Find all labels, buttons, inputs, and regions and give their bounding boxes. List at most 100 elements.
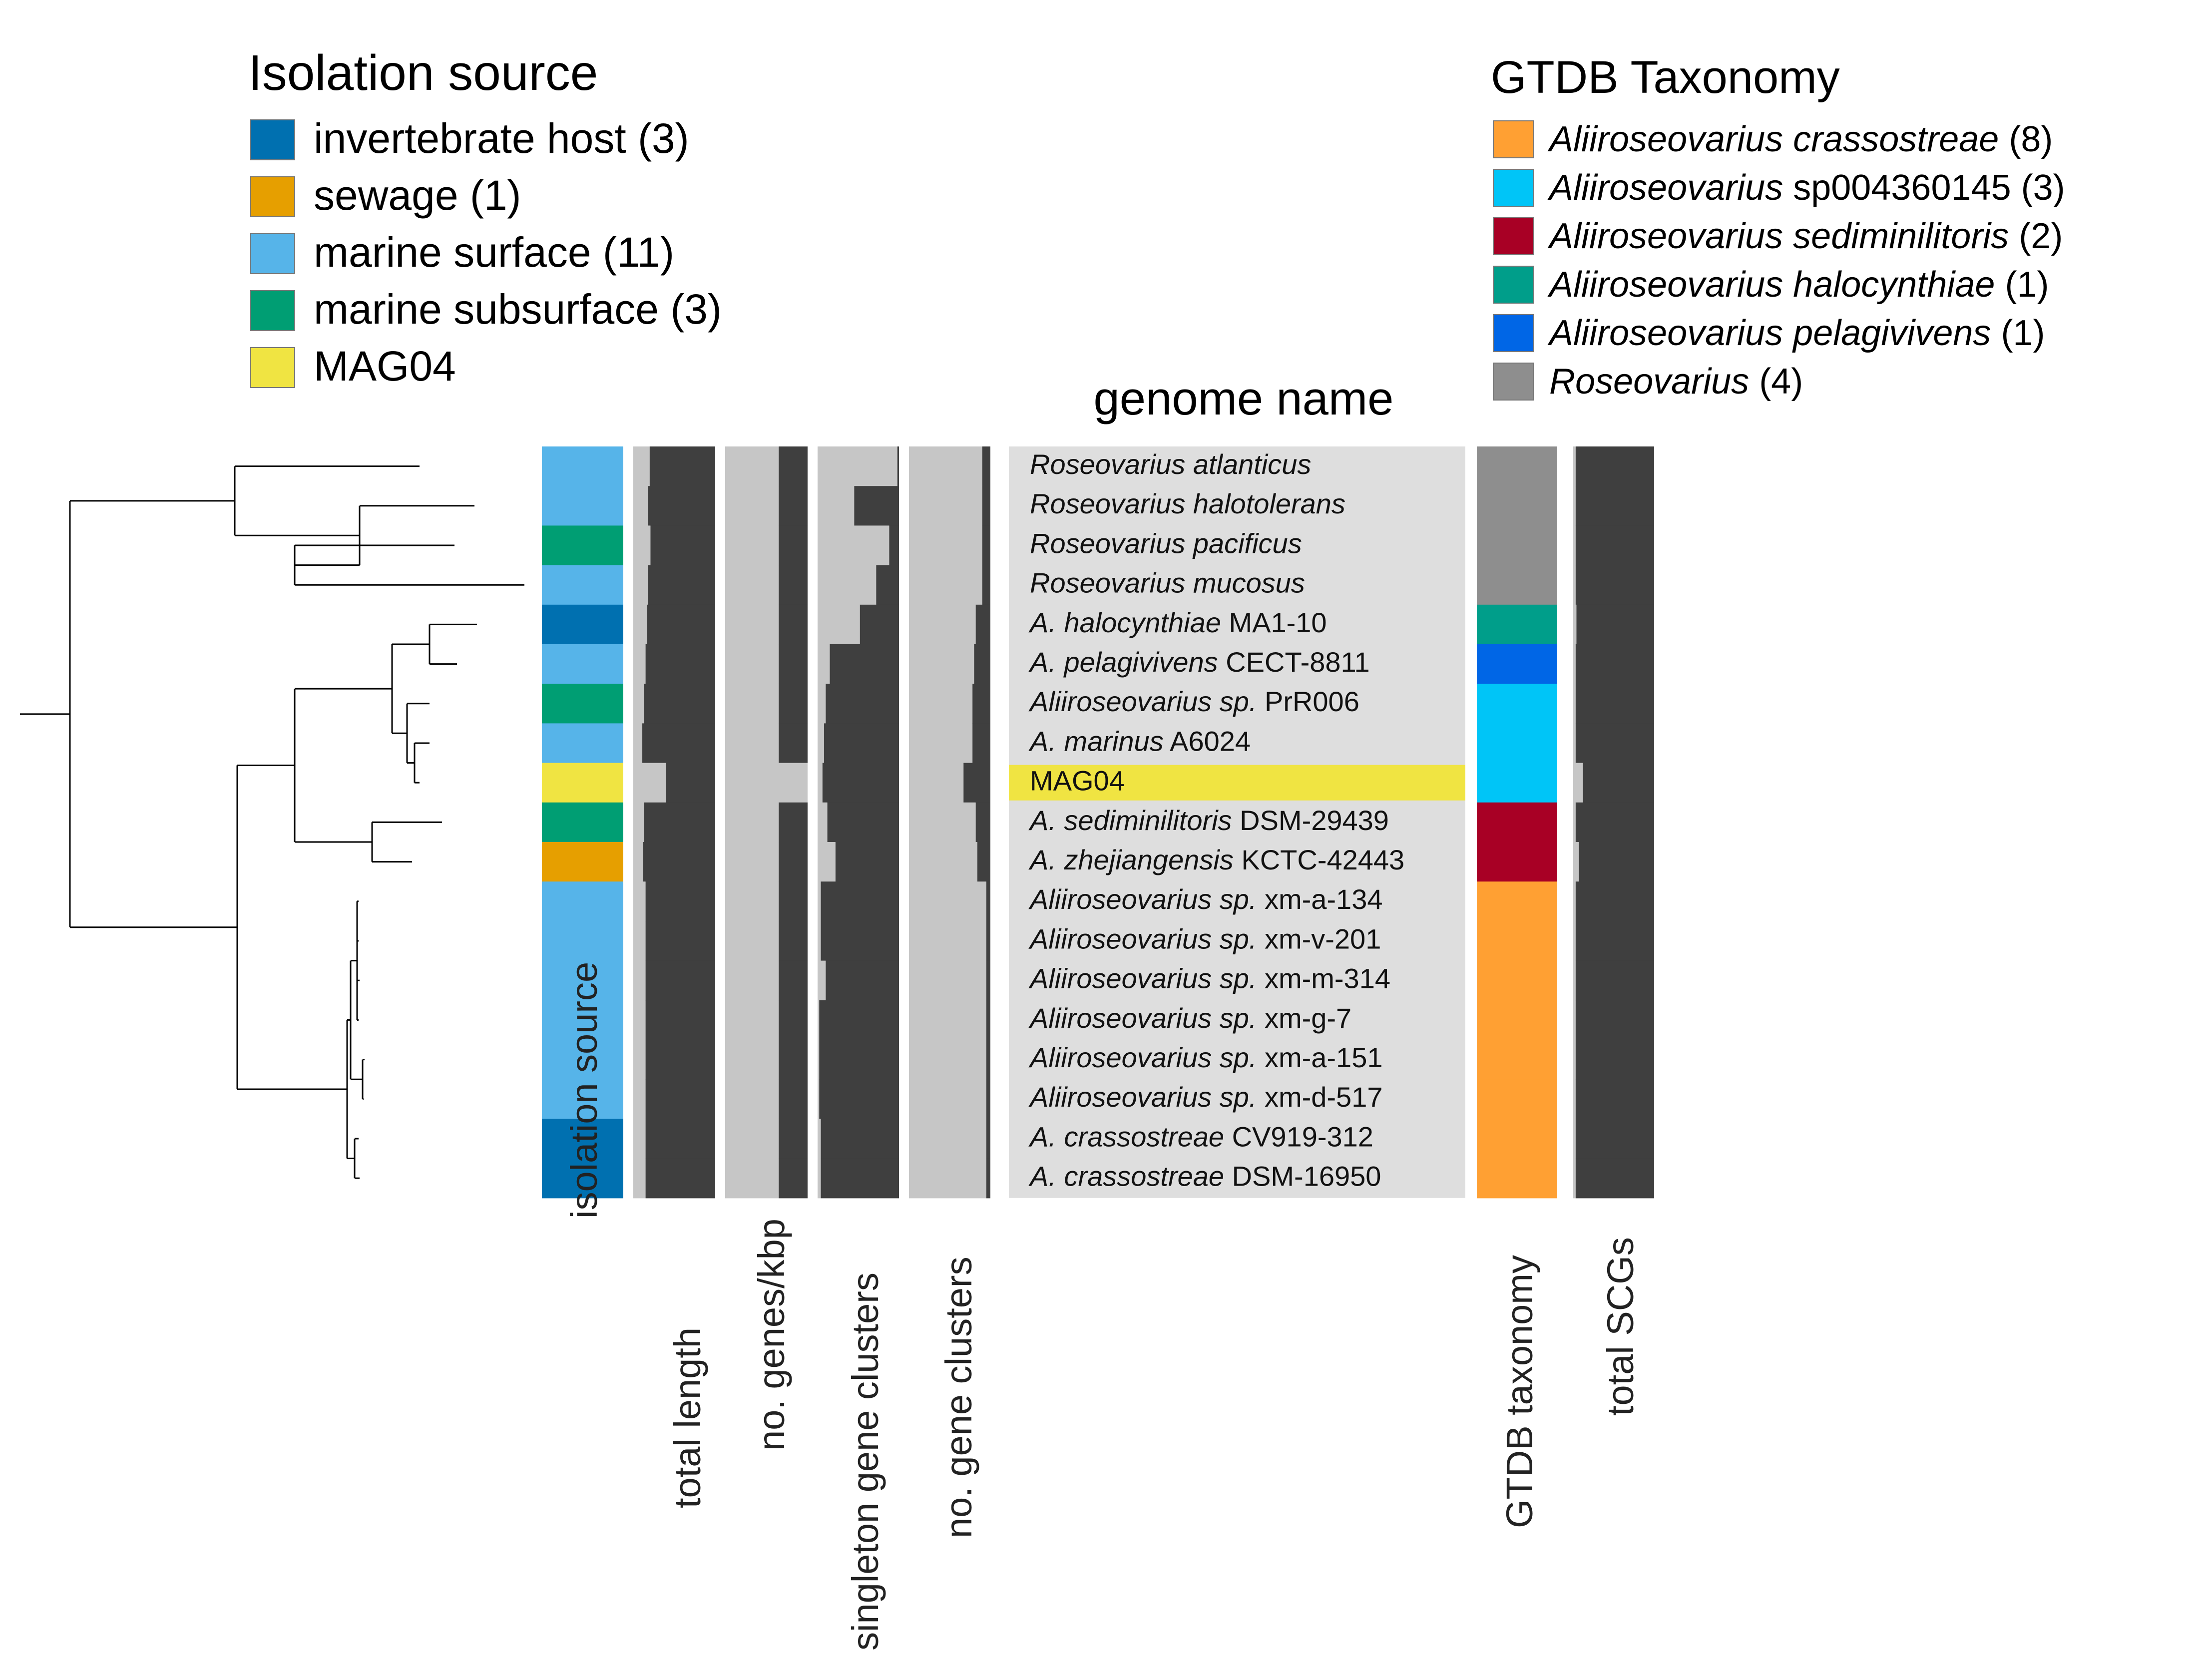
layer-bar-gene-clusters-remainder xyxy=(972,684,990,724)
genome-name-label: Aliiroseovarius sp. xm-a-134 xyxy=(1028,883,1383,915)
genome-name-label: A. crassostreae DSM-16950 xyxy=(1028,1161,1381,1192)
layer-bar-total-length-remainder xyxy=(644,802,715,842)
genome-highlight xyxy=(1009,765,1465,801)
isolation-source-cell xyxy=(542,644,623,684)
layer-bar-scgs xyxy=(1573,842,1579,882)
taxonomy-legend-label: Roseovarius (4) xyxy=(1549,362,1803,402)
genome-name-label: A. zhejiangensis KCTC-42443 xyxy=(1028,844,1404,875)
layer-bar-scgs-remainder xyxy=(1575,802,1654,842)
layer-bar-scgs-remainder xyxy=(1575,960,1654,1001)
layer-bar-genes-per-kbp xyxy=(725,881,779,921)
layer-bar-singletons xyxy=(818,604,860,645)
layer-bar-gene-clusters-remainder xyxy=(972,723,990,764)
genome-name-label: Aliiroseovarius sp. xm-v-201 xyxy=(1028,923,1381,954)
layer-bar-total-length xyxy=(633,1158,646,1199)
layer-bar-scgs-remainder xyxy=(1575,1000,1654,1040)
layer-bar-genes-per-kbp-remainder xyxy=(779,1040,808,1080)
layer-bar-scgs xyxy=(1573,486,1576,526)
layer-bar-scgs-remainder xyxy=(1579,842,1654,882)
genome-name-label: MAG04 xyxy=(1030,765,1125,797)
isolation-legend-title: Isolation source xyxy=(248,45,598,101)
layer-bar-singletons-remainder xyxy=(876,565,899,605)
layer-bar-gene-clusters xyxy=(909,1040,986,1080)
layer-bar-total-length xyxy=(633,1040,646,1080)
layer-bar-gene-clusters-remainder xyxy=(975,604,990,645)
layer-bar-gene-clusters xyxy=(909,486,982,526)
layer-bar-singletons-remainder xyxy=(827,802,899,842)
layer-bar-singletons xyxy=(818,842,836,882)
gtdb-taxonomy-cell xyxy=(1477,723,1557,764)
layer-bar-scgs-remainder xyxy=(1575,1119,1654,1159)
layer-bar-singletons-remainder xyxy=(821,1119,899,1159)
genome-name-label: A. crassostreae CV919-312 xyxy=(1028,1121,1373,1152)
layer-bar-gene-clusters xyxy=(909,763,964,803)
isolation-source-cell xyxy=(542,565,623,605)
layer-bar-singletons xyxy=(818,446,897,486)
layer-bar-scgs xyxy=(1573,1119,1576,1159)
layer-bar-total-length-remainder xyxy=(647,604,715,645)
layer-bar-genes-per-kbp-remainder xyxy=(779,525,808,566)
layer-bar-gene-clusters xyxy=(909,723,973,764)
taxonomy-legend-title: GTDB Taxonomy xyxy=(1491,52,1840,103)
isolation-legend-label: marine surface (11) xyxy=(314,229,674,276)
layer-bar-genes-per-kbp xyxy=(725,1119,779,1159)
layer-bar-gene-clusters xyxy=(909,1158,986,1199)
layer-bar-scgs-remainder xyxy=(1575,1079,1654,1119)
isolation-source-cell xyxy=(542,684,623,724)
layer-bar-genes-per-kbp xyxy=(725,604,779,645)
layer-bar-scgs xyxy=(1573,960,1576,1001)
layer-bar-singletons xyxy=(818,525,889,566)
gtdb-taxonomy-cell xyxy=(1477,604,1557,645)
isolation-source-cell xyxy=(542,525,623,566)
layer-bar-total-length xyxy=(633,644,646,684)
layer-bar-genes-per-kbp xyxy=(725,960,779,1001)
isolation-legend-swatch xyxy=(250,119,295,160)
layer-bar-scgs-remainder xyxy=(1575,1158,1654,1199)
layer-bar-gene-clusters-remainder xyxy=(982,486,990,526)
layer-bar-gene-clusters-remainder xyxy=(974,644,990,684)
layer-bar-scgs-remainder xyxy=(1575,921,1654,961)
genome-name-background xyxy=(1009,446,1465,1198)
layer-bar-singletons-remainder xyxy=(821,1158,899,1199)
layer-bar-scgs-remainder xyxy=(1575,1040,1654,1080)
taxonomy-legend-swatch xyxy=(1493,169,1534,207)
layer-bar-genes-per-kbp-remainder xyxy=(779,446,808,486)
layer-bar-scgs xyxy=(1573,525,1576,566)
layer-bar-total-length-remainder xyxy=(645,1040,715,1080)
layer-bar-genes-per-kbp xyxy=(725,802,779,842)
layer-bar-gene-clusters-remainder xyxy=(977,842,990,882)
isolation-source-cell xyxy=(542,446,623,486)
layer-bar-scgs xyxy=(1573,1079,1576,1119)
layer-bar-genes-per-kbp xyxy=(725,684,779,724)
layer-bar-singletons xyxy=(818,1119,821,1159)
layer-bar-total-length-remainder xyxy=(645,1158,715,1199)
genome-name-label: Roseovarius atlanticus xyxy=(1030,448,1311,480)
layer-bar-scgs xyxy=(1573,565,1576,605)
layer-bar-scgs-remainder xyxy=(1575,881,1654,921)
layer-bar-singletons-remainder xyxy=(819,1040,899,1080)
genome-name-label: Aliiroseovarius sp. xm-m-314 xyxy=(1028,963,1390,994)
layer-columns xyxy=(542,446,1654,1199)
layer-bar-genes-per-kbp xyxy=(725,1000,779,1040)
isolation-source-cell xyxy=(542,604,623,645)
phylogenetic-tree xyxy=(20,465,524,1179)
genome-name-label: Roseovarius pacificus xyxy=(1030,527,1302,559)
layer-bar-scgs-remainder xyxy=(1583,763,1654,803)
taxonomy-legend-swatch xyxy=(1493,217,1534,255)
isolation-legend-swatch xyxy=(250,176,295,217)
genome-name-column: Roseovarius atlanticus Roseovarius haloto… xyxy=(1009,446,1465,1198)
layer-bar-scgs xyxy=(1573,802,1576,842)
gtdb-taxonomy-cell xyxy=(1477,525,1557,566)
layer-bar-gene-clusters-remainder xyxy=(986,1158,990,1199)
layer-bar-total-length xyxy=(633,763,666,803)
layer-bar-total-length-remainder xyxy=(645,644,715,684)
layer-bar-total-length xyxy=(633,684,644,724)
layer-bar-total-length-remainder xyxy=(648,565,715,605)
gtdb-taxonomy-cell xyxy=(1477,684,1557,724)
layer-bar-genes-per-kbp-remainder xyxy=(779,960,808,1001)
genome-name-label: Aliiroseovarius sp. PrR006 xyxy=(1028,686,1359,717)
genome-name-label: A. marinus A6024 xyxy=(1028,725,1251,757)
layer-bar-singletons xyxy=(818,565,877,605)
layer-bar-singletons xyxy=(818,763,823,803)
